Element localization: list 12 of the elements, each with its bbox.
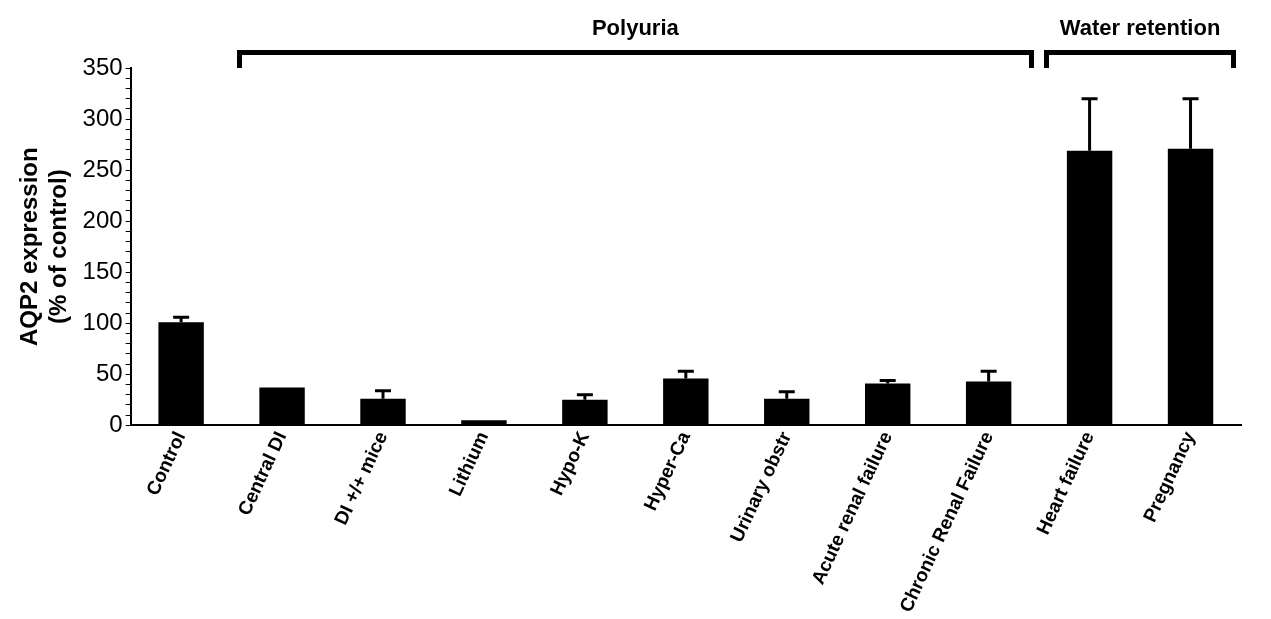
y-tick-label: 100 (82, 307, 123, 335)
y-tick-label: 150 (82, 256, 123, 284)
y-axis-title: AQP2 expression (% of control) (15, 147, 71, 347)
y-tick-label: 250 (82, 154, 123, 182)
y-tick-label: 50 (95, 358, 123, 386)
x-tick-label: DI +/+ mice (329, 428, 392, 529)
y-tick-label: 300 (82, 103, 123, 131)
text: Water retention (1059, 15, 1221, 41)
y-tick-label: 350 (82, 52, 123, 80)
y-tick-label: 0 (109, 410, 123, 438)
text: Polyuria (591, 15, 680, 41)
y-tick-label: 200 (82, 205, 123, 233)
